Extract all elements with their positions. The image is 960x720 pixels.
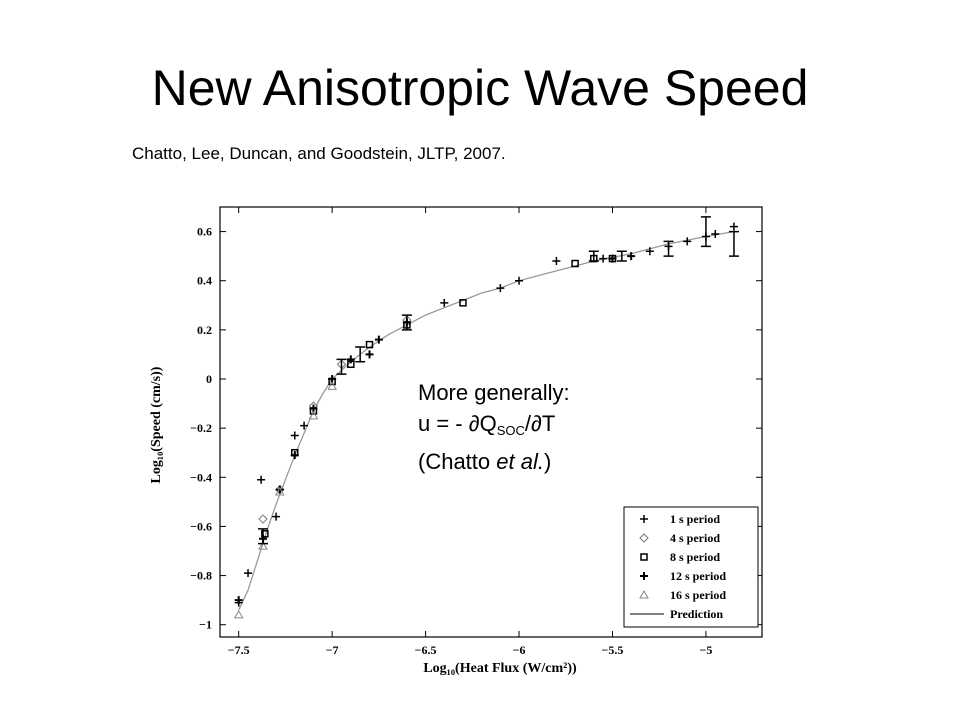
data-point xyxy=(244,569,253,578)
note-line-3-prefix: (Chatto xyxy=(418,449,497,474)
note-box: More generally: u = - ∂QSOC/∂T (Chatto e… xyxy=(418,377,570,477)
data-point xyxy=(440,298,449,307)
citation: Chatto, Lee, Duncan, and Goodstein, JLTP… xyxy=(132,144,506,163)
note-subscript: SOC xyxy=(496,423,525,438)
plot-frame xyxy=(219,206,763,638)
data-point xyxy=(300,421,309,430)
legend-marker xyxy=(640,515,648,523)
data-point xyxy=(608,254,617,263)
data-point xyxy=(258,514,268,524)
data-point xyxy=(711,230,720,239)
legend: 1 s period 4 s period 8 s period 12 s perio… xyxy=(623,506,759,628)
note-line-2: u = - ∂QSOC/∂T xyxy=(418,408,570,446)
legend-box xyxy=(623,506,759,628)
x-tick-label: −5 xyxy=(700,643,713,657)
data-point xyxy=(290,451,299,460)
y-tick-label: 0.6 xyxy=(197,225,212,239)
legend-marker xyxy=(640,572,648,580)
data-point xyxy=(571,259,579,268)
note-line-1: More generally: xyxy=(418,380,570,405)
legend-label: Prediction xyxy=(670,607,723,621)
data-point xyxy=(258,541,268,550)
note-line-2-prefix: u = - ∂Q xyxy=(418,411,497,436)
data-point xyxy=(233,609,244,619)
data-points xyxy=(233,222,738,619)
data-point xyxy=(683,237,692,246)
note-line-3-italic: et al. xyxy=(496,449,544,474)
error-bar xyxy=(588,250,599,262)
data-point xyxy=(729,222,738,231)
data-point xyxy=(257,475,266,484)
legend-marker xyxy=(639,533,649,543)
y-tick-label: −0.8 xyxy=(190,569,212,583)
data-point xyxy=(515,276,524,285)
data-point xyxy=(327,381,337,390)
data-point xyxy=(627,252,636,261)
data-point xyxy=(552,257,561,266)
y-tick-label: 0.2 xyxy=(197,323,212,337)
error-bar xyxy=(355,346,366,363)
data-point xyxy=(645,247,654,256)
plot-area: −7.5 −7 −6.5 −6 −5.5 −5 0.6 0.4 0.2 0 −0.2 −0.4 −0.6… xyxy=(190,206,763,657)
error-bar xyxy=(616,250,627,262)
x-tick-label: −6.5 xyxy=(415,643,437,657)
x-tick-label: −7.5 xyxy=(228,643,250,657)
legend-marker xyxy=(640,553,648,561)
error-bar xyxy=(728,230,739,257)
error-bar xyxy=(663,240,674,257)
error-bars xyxy=(257,216,739,545)
data-point xyxy=(365,350,374,359)
y-tick-label: −0.2 xyxy=(190,421,212,435)
data-point xyxy=(274,487,285,496)
y-tick-label: −1 xyxy=(199,618,212,632)
x-axis-label: Log₁₀(Heat Flux (W/cm²)) xyxy=(423,661,577,676)
y-tick-label: 0 xyxy=(206,372,212,386)
y-tick-label: 0.4 xyxy=(197,274,212,288)
x-tick-label: −5.5 xyxy=(602,643,624,657)
data-point xyxy=(346,355,355,364)
legend-label: 12 s period xyxy=(670,569,726,583)
data-point xyxy=(234,596,243,605)
data-point xyxy=(374,335,383,344)
data-point xyxy=(275,485,284,494)
data-point xyxy=(599,254,608,263)
y-tick-label: −0.6 xyxy=(190,519,212,533)
error-bar xyxy=(336,358,347,375)
error-bar xyxy=(257,528,268,545)
note-line-2-suffix: /∂T xyxy=(524,411,556,436)
legend-label: 16 s period xyxy=(670,588,726,602)
prediction-curve xyxy=(238,230,735,611)
legend-label: 8 s period xyxy=(670,550,720,564)
data-point xyxy=(308,410,319,420)
data-point xyxy=(290,431,299,440)
prediction-line xyxy=(238,230,735,611)
data-point xyxy=(496,284,505,293)
data-point xyxy=(272,512,281,521)
slide-title: New Anisotropic Wave Speed xyxy=(151,60,809,116)
legend-label: 4 s period xyxy=(670,531,720,545)
error-bar xyxy=(401,314,412,331)
legend-marker xyxy=(639,589,649,599)
x-tick-label: −6 xyxy=(513,643,526,657)
legend-label: 1 s period xyxy=(670,512,720,526)
y-axis-label: Log₁₀(Speed (cm/s)) xyxy=(149,366,164,483)
y-tick-label: −0.4 xyxy=(190,470,212,484)
note-line-3: (Chatto et al.) xyxy=(418,446,570,477)
note-line-3-suffix: ) xyxy=(543,449,552,474)
error-bar xyxy=(700,216,711,248)
x-tick-label: −7 xyxy=(326,643,339,657)
data-point xyxy=(459,299,467,307)
data-point xyxy=(261,530,269,538)
data-point xyxy=(365,340,374,349)
